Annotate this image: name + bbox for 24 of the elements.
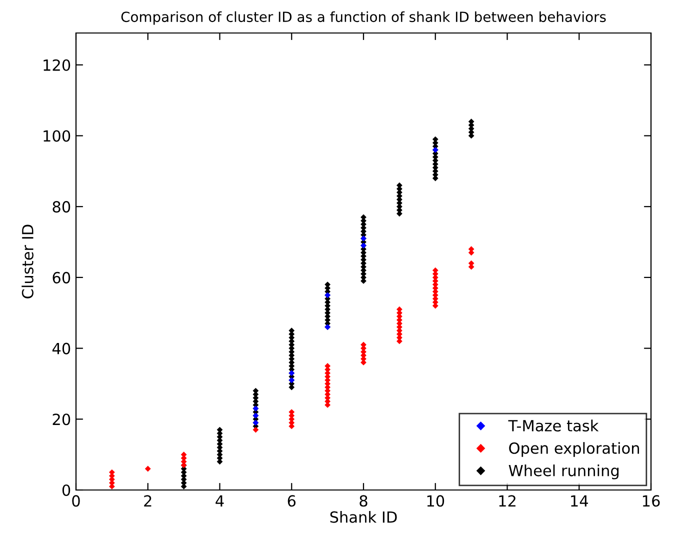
y-tick-label: 100 bbox=[44, 130, 70, 142]
x-tick-label: 14 bbox=[571, 495, 588, 506]
x-tick-label: 4 bbox=[216, 495, 224, 506]
x-axis-title: Shank ID bbox=[330, 511, 397, 523]
legend-label: Open exploration bbox=[509, 442, 640, 457]
x-tick-label: 10 bbox=[427, 495, 444, 507]
point bbox=[252, 426, 259, 433]
x-tick-label: 16 bbox=[642, 495, 660, 507]
point bbox=[144, 466, 151, 472]
x-tick-label: 12 bbox=[499, 495, 516, 506]
x-tick-label: 6 bbox=[288, 495, 296, 507]
y-axis-title: Cluster ID bbox=[22, 224, 34, 298]
y-tick-label: 40 bbox=[52, 342, 70, 354]
y-tick-label: 80 bbox=[52, 201, 70, 213]
y-tick-label: 0 bbox=[62, 484, 70, 496]
x-tick-label: 0 bbox=[72, 495, 80, 507]
y-tick-label: 60 bbox=[52, 272, 70, 284]
y-tick-label: 20 bbox=[52, 414, 70, 426]
legend-label: Wheel running bbox=[508, 464, 619, 480]
x-tick-label: 8 bbox=[360, 495, 368, 507]
x-tick-label: 2 bbox=[144, 495, 152, 506]
chart-title: Comparison of cluster ID as a function of shank ID between behaviors bbox=[121, 11, 606, 25]
legend-label: T-Maze task bbox=[508, 420, 599, 432]
y-tick-label: 120 bbox=[44, 59, 70, 71]
